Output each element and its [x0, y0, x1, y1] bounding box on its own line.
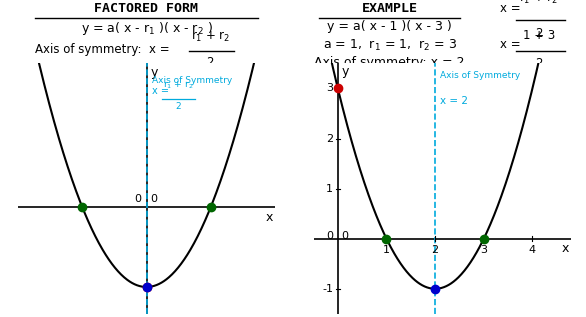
Text: 0: 0 — [341, 231, 348, 241]
Text: 3: 3 — [481, 245, 488, 255]
Text: 2: 2 — [207, 56, 214, 69]
Text: Axis of Symmetry: Axis of Symmetry — [440, 71, 520, 80]
Text: y: y — [342, 65, 349, 78]
Text: x = 2: x = 2 — [440, 96, 468, 106]
Text: 2: 2 — [175, 102, 181, 111]
Text: Axis of symmetry:  x =: Axis of symmetry: x = — [35, 43, 173, 56]
Text: EXAMPLE: EXAMPLE — [362, 2, 418, 15]
Text: 3: 3 — [326, 83, 333, 94]
Text: 0: 0 — [134, 194, 141, 204]
Text: x =: x = — [499, 38, 520, 51]
Text: Axis of Symmetry: Axis of Symmetry — [152, 76, 232, 85]
Text: 1: 1 — [383, 245, 390, 255]
Text: r$_1$ + r$_2$: r$_1$ + r$_2$ — [191, 30, 230, 44]
Text: a = 1,  r$_1$ = 1,  r$_2$ = 3: a = 1, r$_1$ = 1, r$_2$ = 3 — [323, 38, 456, 53]
Text: FACTORED FORM: FACTORED FORM — [94, 2, 199, 15]
Text: 0: 0 — [326, 231, 333, 241]
Text: y: y — [151, 66, 158, 79]
Text: -1: -1 — [322, 284, 333, 294]
Text: 0: 0 — [150, 194, 157, 204]
Text: 1 + 3: 1 + 3 — [523, 29, 556, 42]
Text: x =: x = — [499, 2, 520, 15]
Text: 4: 4 — [529, 245, 536, 255]
Text: x: x — [266, 211, 273, 224]
Text: y = a( x - 1 )( x - 3 ): y = a( x - 1 )( x - 3 ) — [328, 20, 452, 33]
Text: 2: 2 — [326, 133, 333, 144]
Text: Axis of symmetry: x = 2: Axis of symmetry: x = 2 — [315, 56, 465, 69]
Text: 2: 2 — [536, 27, 543, 40]
Text: x =: x = — [152, 86, 172, 96]
Text: r$_1$ + r$_2$: r$_1$ + r$_2$ — [163, 80, 193, 91]
Text: x: x — [561, 242, 569, 255]
Text: r$_1$ + r$_2$: r$_1$ + r$_2$ — [520, 0, 558, 6]
Text: 2: 2 — [431, 245, 439, 255]
Text: y = a( x - r$_1$ )( x - r$_2$ ): y = a( x - r$_1$ )( x - r$_2$ ) — [80, 20, 213, 37]
Text: 1: 1 — [326, 184, 333, 194]
Text: 2: 2 — [536, 57, 543, 70]
